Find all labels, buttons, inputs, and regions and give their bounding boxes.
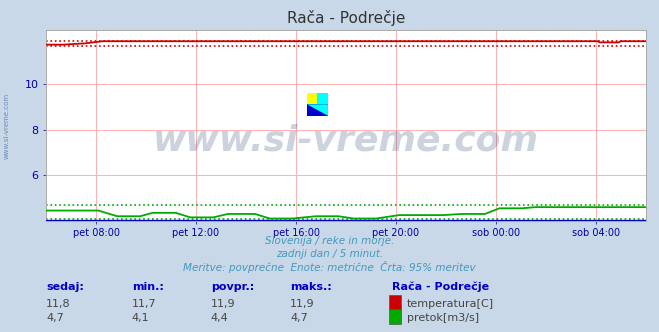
- Polygon shape: [318, 93, 328, 104]
- Text: sedaj:: sedaj:: [46, 283, 84, 292]
- Text: 11,9: 11,9: [290, 299, 314, 309]
- Text: 4,7: 4,7: [290, 313, 308, 323]
- Text: Slovenija / reke in morje.: Slovenija / reke in morje.: [265, 236, 394, 246]
- Polygon shape: [307, 93, 318, 104]
- Text: 4,7: 4,7: [46, 313, 64, 323]
- Polygon shape: [307, 104, 328, 116]
- Polygon shape: [307, 104, 328, 116]
- Text: 11,7: 11,7: [132, 299, 156, 309]
- Text: 4,1: 4,1: [132, 313, 150, 323]
- Text: pretok[m3/s]: pretok[m3/s]: [407, 313, 478, 323]
- Text: 4,4: 4,4: [211, 313, 229, 323]
- Text: zadnji dan / 5 minut.: zadnji dan / 5 minut.: [276, 249, 383, 259]
- Text: www.si-vreme.com: www.si-vreme.com: [3, 93, 9, 159]
- Text: 11,9: 11,9: [211, 299, 235, 309]
- Text: temperatura[C]: temperatura[C]: [407, 299, 494, 309]
- Text: www.si-vreme.com: www.si-vreme.com: [153, 124, 539, 158]
- Text: Rača - Podrečje: Rača - Podrečje: [392, 282, 489, 292]
- Text: Meritve: povprečne  Enote: metrične  Črta: 95% meritev: Meritve: povprečne Enote: metrične Črta:…: [183, 261, 476, 273]
- Text: min.:: min.:: [132, 283, 163, 292]
- Text: povpr.:: povpr.:: [211, 283, 254, 292]
- Text: maks.:: maks.:: [290, 283, 331, 292]
- Text: 11,8: 11,8: [46, 299, 71, 309]
- Title: Rača - Podrečje: Rača - Podrečje: [287, 10, 405, 26]
